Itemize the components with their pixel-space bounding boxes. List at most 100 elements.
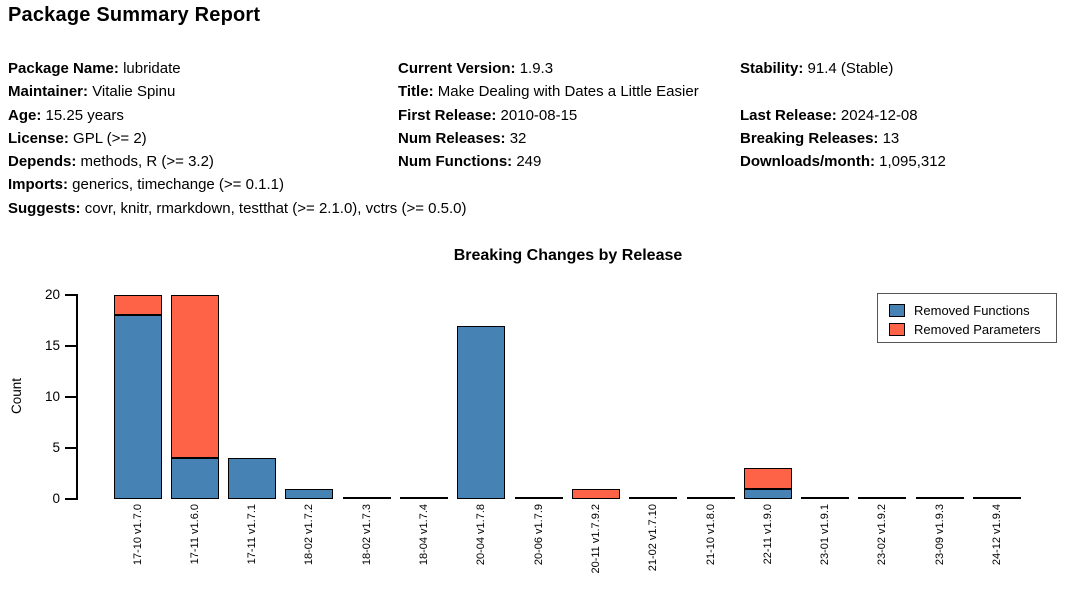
bar-zero-line: [514, 497, 563, 499]
metadata-value: GPL (>= 2): [73, 129, 147, 147]
metadata-value: Vitalie Spinu: [92, 83, 176, 101]
page-title: Package Summary Report: [8, 4, 261, 26]
metadata-label: Title:: [398, 83, 438, 101]
bar-zero-line: [801, 497, 850, 499]
metadata-label: Suggests:: [8, 199, 85, 217]
metadata-label: Breaking Releases:: [740, 129, 883, 147]
metadata-label: Maintainer:: [8, 83, 93, 101]
legend-item-removed-parameters: Removed Parameters: [878, 320, 1056, 339]
metadata-value: lubridate: [123, 60, 181, 77]
legend-label-removed-parameters: Removed Parameters: [914, 322, 1041, 337]
metadata-value: 13: [882, 129, 900, 147]
x-tick-label: 23-01 v1.9.1: [819, 504, 832, 566]
metadata-label: Depends:: [8, 153, 81, 171]
legend: Removed Functions Removed Parameters: [877, 293, 1057, 343]
metadata-item: First Release: 2010-08-15: [398, 104, 699, 127]
metadata-item: Suggests: covr, knitr, rmarkdown, testth…: [8, 197, 467, 220]
metadata-value: 15.25 years: [45, 106, 124, 124]
x-tick-label: 18-02 v1.7.3: [360, 504, 373, 566]
bar-zero-line: [400, 497, 448, 499]
bar-segment-removed-functions: [113, 315, 162, 499]
metadata-value: Make Dealing with Dates a Little Easier: [437, 83, 699, 101]
metadata-item: Stability: 91.4 (Stable): [740, 57, 946, 80]
metadata-label: Last Release:: [740, 106, 841, 124]
bar-zero-line: [858, 497, 907, 499]
metadata-item: Maintainer: Vitalie Spinu: [8, 80, 467, 103]
bar-segment-removed-functions: [170, 458, 219, 499]
metadata-value: methods, R (>= 3.2): [80, 153, 214, 171]
bar-segment-removed-functions: [457, 325, 506, 499]
metadata-item: Current Version: 1.9.3: [398, 57, 699, 80]
metadata-label: Imports:: [8, 176, 73, 194]
bar-zero-line: [915, 497, 964, 499]
x-tick-label: 22-11 v1.9.0: [761, 504, 774, 565]
metadata-item: Title: Make Dealing with Dates a Little …: [398, 80, 699, 103]
metadata-item: Num Releases: 32: [398, 127, 699, 150]
metadata-label: Downloads/month:: [740, 153, 880, 171]
metadata-item: Age: 15.25 years: [8, 104, 467, 127]
legend-label-removed-functions: Removed Functions: [914, 303, 1030, 318]
metadata-label: Num Releases:: [398, 129, 510, 147]
metadata-label: License:: [8, 129, 74, 147]
x-tick-label: 20-06 v1.7.9: [532, 504, 545, 566]
y-tick-label: 15: [44, 338, 60, 353]
x-tick-label: 20-11 v1.7.9.2: [589, 504, 602, 574]
metadata-column-left: Package Name: lubridate Maintainer: Vital…: [8, 57, 467, 220]
x-tick-label: 17-11 v1.7.1: [246, 504, 259, 565]
bar-segment-removed-parameters: [170, 295, 219, 459]
metadata-item: Downloads/month: 1,095,312: [740, 150, 946, 173]
chart-title: Breaking Changes by Release: [453, 247, 683, 264]
metadata-label: Stability:: [740, 60, 808, 77]
metadata-label: Age:: [8, 106, 46, 124]
metadata-item: Num Functions: 249: [398, 150, 699, 173]
metadata-value: 91.4 (Stable): [807, 60, 894, 77]
bar-segment-removed-functions: [743, 488, 792, 499]
metadata-item: Last Release: 2024-12-08: [740, 104, 946, 127]
x-tick-label: 17-10 v1.7.0: [131, 504, 144, 566]
metadata-value: 1.9.3: [519, 60, 554, 77]
bar-segment-removed-functions: [228, 458, 277, 499]
bar-zero-line: [629, 497, 678, 499]
bar-segment-removed-parameters: [743, 468, 792, 489]
y-tick-label: 10: [44, 389, 60, 404]
metadata-column-right: Stability: 91.4 (Stable) Last Release: 2…: [740, 57, 946, 173]
bar-zero-line: [686, 497, 735, 499]
metadata-label: Current Version:: [398, 60, 520, 77]
metadata-value: 1,095,312: [879, 153, 946, 171]
y-tick-label: 0: [52, 491, 60, 506]
metadata-value: covr, knitr, rmarkdown, testthat (>= 2.1…: [84, 199, 467, 217]
x-tick-label: 18-02 v1.7.2: [303, 504, 316, 566]
y-tick-mark: [65, 345, 76, 347]
metadata-column-middle: Current Version: 1.9.3 Title: Make Dealin…: [398, 57, 699, 173]
metadata-item: License: GPL (>= 2): [8, 127, 467, 150]
y-tick-label: 20: [44, 287, 60, 302]
bar-segment-removed-functions: [285, 488, 334, 499]
legend-item-removed-functions: Removed Functions: [878, 301, 1056, 320]
x-tick-label: 17-11 v1.6.0: [188, 504, 201, 565]
y-tick-mark: [65, 447, 76, 449]
y-tick-label: 5: [52, 440, 60, 455]
metadata-label: First Release:: [398, 106, 501, 124]
x-tick-label: 21-02 v1.7.10: [647, 504, 660, 572]
metadata-value: 2010-08-15: [500, 106, 578, 124]
y-axis-line: [76, 294, 78, 500]
x-tick-label: 18-04 v1.7.4: [418, 504, 430, 566]
metadata-label: Num Functions:: [398, 153, 517, 171]
metadata-value: 249: [516, 153, 542, 171]
bar-zero-line: [342, 497, 391, 499]
x-tick-label: 20-04 v1.7.8: [475, 504, 488, 566]
metadata-value: 32: [509, 129, 527, 147]
metadata-value: 2024-12-08: [840, 106, 918, 124]
x-tick-label: 24-12 v1.9.4: [991, 504, 1003, 566]
bar-zero-line: [973, 497, 1021, 499]
y-tick-mark: [65, 498, 76, 500]
bar-segment-removed-parameters: [571, 488, 620, 499]
metadata-item: Depends: methods, R (>= 3.2): [8, 150, 467, 173]
legend-swatch-removed-functions-icon: [889, 304, 905, 317]
metadata-item: Imports: generics, timechange (>= 0.1.1): [8, 173, 467, 196]
metadata-item: Breaking Releases: 13: [740, 127, 946, 150]
metadata-item: Package Name: lubridate: [8, 57, 467, 80]
x-tick-label: 23-09 v1.9.3: [933, 504, 946, 566]
